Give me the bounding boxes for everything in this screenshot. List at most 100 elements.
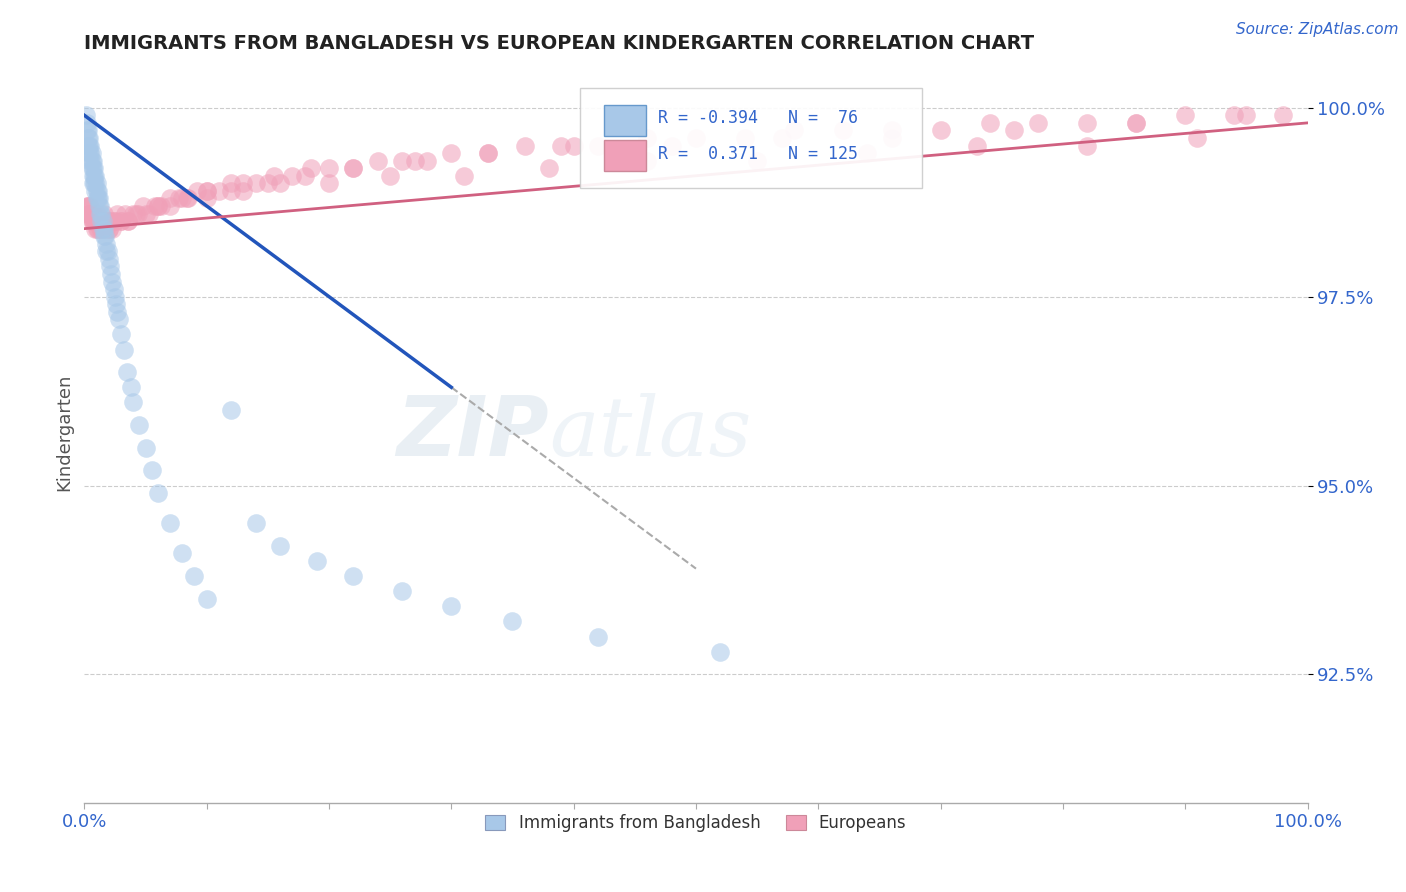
Point xyxy=(87,199,110,213)
Point xyxy=(195,184,218,198)
Point xyxy=(636,131,658,145)
Point xyxy=(83,214,105,228)
Point xyxy=(477,146,499,161)
Point xyxy=(76,116,98,130)
Point xyxy=(80,214,103,228)
Point xyxy=(80,153,103,168)
Point xyxy=(143,199,166,213)
Text: R =  0.371   N = 125: R = 0.371 N = 125 xyxy=(658,145,858,162)
Point xyxy=(281,169,304,183)
Point xyxy=(91,214,114,228)
Point xyxy=(90,214,112,228)
Point xyxy=(80,206,103,220)
Point xyxy=(89,206,111,220)
Point xyxy=(1028,116,1050,130)
Point xyxy=(112,343,135,357)
Point xyxy=(96,236,118,251)
Point xyxy=(513,138,536,153)
Point xyxy=(125,206,148,220)
Point xyxy=(75,108,97,122)
Point xyxy=(87,214,110,228)
Point xyxy=(97,221,120,235)
Point xyxy=(83,161,105,176)
Point xyxy=(453,169,475,183)
Point xyxy=(186,184,208,198)
Point xyxy=(159,516,181,531)
Point xyxy=(1125,116,1147,130)
Point xyxy=(380,169,402,183)
Point xyxy=(1223,108,1246,122)
Point xyxy=(93,221,115,235)
Point xyxy=(77,199,100,213)
Point xyxy=(96,244,118,259)
Point xyxy=(117,214,139,228)
Point xyxy=(82,214,104,228)
Point xyxy=(97,214,120,228)
Point xyxy=(90,221,112,235)
Point xyxy=(84,221,107,235)
Point xyxy=(1236,108,1258,122)
Point xyxy=(82,153,104,168)
Point xyxy=(87,214,110,228)
Point xyxy=(87,221,110,235)
Point xyxy=(299,161,322,176)
Point xyxy=(104,214,127,228)
Point xyxy=(100,267,122,281)
Point xyxy=(89,221,111,235)
Y-axis label: Kindergarten: Kindergarten xyxy=(55,374,73,491)
Point xyxy=(391,584,413,599)
Point xyxy=(110,214,132,228)
Point xyxy=(661,138,683,153)
Point xyxy=(77,123,100,137)
FancyBboxPatch shape xyxy=(605,140,645,171)
Point xyxy=(86,214,108,228)
Text: ZIP: ZIP xyxy=(396,392,550,473)
Point xyxy=(103,282,125,296)
Point xyxy=(177,191,200,205)
Point xyxy=(89,214,111,228)
Point xyxy=(93,206,115,220)
Point xyxy=(150,199,173,213)
Point xyxy=(84,184,107,198)
Point xyxy=(79,199,101,213)
Point xyxy=(115,365,138,379)
Point xyxy=(77,206,100,220)
FancyBboxPatch shape xyxy=(605,104,645,136)
Point xyxy=(104,290,127,304)
Point xyxy=(159,191,181,205)
Point xyxy=(440,599,463,614)
Text: R = -0.394   N =  76: R = -0.394 N = 76 xyxy=(658,109,858,127)
Point xyxy=(94,214,117,228)
Point xyxy=(77,146,100,161)
Point xyxy=(831,123,853,137)
Point xyxy=(93,229,115,244)
Point xyxy=(77,131,100,145)
Point xyxy=(783,123,806,137)
Point xyxy=(135,206,157,220)
Point xyxy=(167,191,190,205)
Point xyxy=(269,177,291,191)
Point xyxy=(440,146,463,161)
Point xyxy=(77,131,100,145)
Point xyxy=(208,184,231,198)
Point xyxy=(96,214,118,228)
Point xyxy=(97,221,120,235)
Point xyxy=(146,486,169,500)
Point xyxy=(219,177,242,191)
Point xyxy=(318,161,340,176)
Point xyxy=(195,191,218,205)
Point xyxy=(105,304,128,318)
Point xyxy=(127,206,149,220)
Point xyxy=(135,441,157,455)
Point xyxy=(586,138,609,153)
Point xyxy=(91,221,114,235)
Point xyxy=(93,214,115,228)
Point xyxy=(132,199,155,213)
Point xyxy=(342,569,364,583)
Point xyxy=(96,221,118,235)
Point xyxy=(550,138,572,153)
Point xyxy=(141,463,163,477)
Point xyxy=(89,199,111,213)
Point xyxy=(636,153,658,168)
Point xyxy=(77,199,100,213)
